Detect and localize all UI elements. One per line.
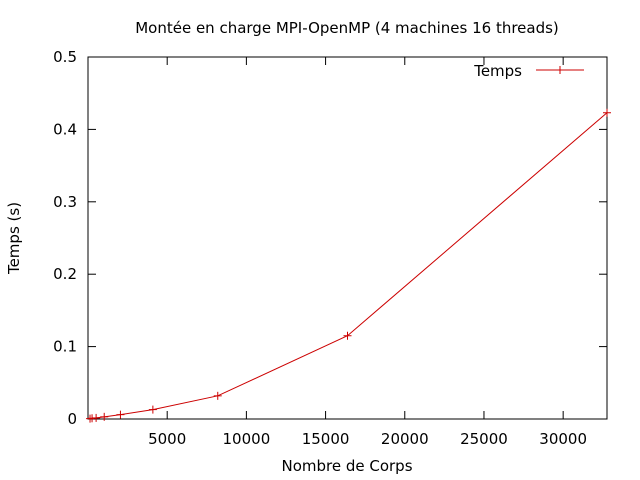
chart-title: Montée en charge MPI-OpenMP (4 machines …: [135, 19, 559, 37]
x-tick-label: 30000: [539, 430, 587, 448]
legend: Temps: [473, 62, 584, 80]
x-tick-label: 10000: [223, 430, 271, 448]
series-layer: [86, 108, 611, 423]
x-tick-label: 25000: [460, 430, 508, 448]
y-tick-label: 0.5: [53, 48, 77, 66]
y-tick-label: 0: [67, 410, 77, 428]
y-tick-label: 0.4: [53, 120, 77, 138]
axis-ticks: 5000 10000 15000 20000 25000 30000 0 0.1 0.2 0.3 0…: [53, 48, 607, 448]
y-tick-label: 0.3: [53, 193, 77, 211]
x-tick-label: 5000: [148, 430, 186, 448]
data-point: [100, 412, 109, 421]
legend-label: Temps: [473, 62, 522, 80]
data-point: [148, 405, 157, 414]
data-point: [213, 391, 222, 400]
data-point: [92, 413, 101, 422]
x-tick-label: 15000: [302, 430, 350, 448]
x-tick-label: 20000: [381, 430, 429, 448]
y-axis-label: Temps (s): [5, 202, 23, 275]
data-point: [603, 108, 611, 117]
data-point: [343, 331, 352, 340]
plot-frame: [87, 56, 608, 420]
data-point: [116, 410, 125, 419]
x-axis-label: Nombre de Corps: [281, 457, 412, 475]
y-tick-label: 0.2: [53, 265, 77, 283]
series-line: [89, 112, 608, 420]
y-tick-label: 0.1: [53, 338, 77, 356]
